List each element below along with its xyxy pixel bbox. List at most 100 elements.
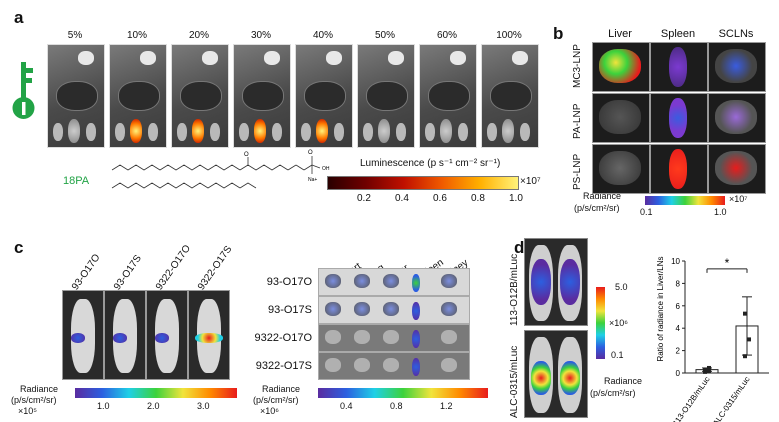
signal-spot [531,361,551,395]
signal-spot [113,333,127,343]
panel-c-left-colorbar [75,388,237,398]
panel-b-colorbar [645,196,725,205]
panel-b-organ-image [599,151,641,185]
liver-image [304,81,346,111]
panel-c-organ-image [441,330,457,344]
panel-c-mouse-label: 9322-O17O [154,243,193,293]
data-point [703,367,707,372]
percentage-label: 60% [436,30,457,41]
luminescence-tick: 0.6 [433,193,447,204]
panel-c-row-label: 9322-O17O [254,332,312,344]
panel-c-left-radiance-units: (p/s/cm²/sr) [11,395,57,405]
panel-b-organ-tile [708,93,766,143]
organ-image-tile [419,44,477,148]
panel-c-left-tick: 3.0 [197,401,210,411]
panel-b-radiance-units: (p/s/cm²/sr) [574,203,620,213]
data-point [707,368,711,373]
luminescence-title: Luminescence (p s⁻¹ cm⁻² sr⁻¹) [360,158,501,169]
panel-b-organ-tile [592,42,650,92]
kidney-image [210,123,220,141]
panel-c-organ-image [383,274,399,288]
panel-b-colorbar-min: 0.1 [640,207,653,217]
panel-c-organ-image [412,274,420,292]
spleen-image [130,119,142,143]
panel-c-organ-image [441,274,457,288]
panel-d-colorbar-max: 5.0 [615,282,628,292]
liver-image [118,81,160,111]
panel-b-organ-image [599,100,641,134]
organ-image-tile [481,44,539,148]
data-point [743,311,747,316]
percentage-label: 40% [312,30,333,41]
heart-image [512,51,528,65]
heart-image [388,51,404,65]
panel-c-organ-image [441,302,457,316]
liver-image [428,81,470,111]
spleen-image [502,119,514,143]
panel-d-colorbar-multiplier: ×10⁶ [609,318,628,328]
percentage-label: 20% [188,30,209,41]
percentage-label: 30% [250,30,271,41]
kidney-image [239,123,249,141]
key-icon [12,62,35,119]
panel-b-column-header: SCLNs [718,28,754,40]
panel-d-mouse-image [524,238,588,326]
mouse-image [62,290,104,380]
luminescence-tick: 0.4 [395,193,409,204]
panel-c-mouse-label: 9322-O17S [196,244,235,293]
kidney-image [363,123,373,141]
kidney-image [115,123,125,141]
kidney-image [86,123,96,141]
panel-d-colorbar-min: 0.1 [611,350,624,360]
y-tick-label: 10 [671,257,680,266]
signal-spot [560,259,580,305]
panel-c-organ-row [318,352,470,380]
kidney-image [334,123,344,141]
luminescence-colorbar [327,176,519,190]
panel-b-colorbar-multiplier: ×10⁷ [729,194,748,204]
panel-b-organ-image [715,151,757,185]
panel-d-colorbar [596,287,605,359]
spleen-image [378,119,390,143]
panel-b-organ-tile [708,144,766,194]
panel-b-organ-image [669,98,687,138]
panel-c-mouse-label: 93-O17O [70,252,103,293]
panel-c-right-radiance-title: Radiance [262,384,301,394]
heart-image [264,51,280,65]
panel-c-organ-image [412,330,420,348]
panel-c-organ-image [383,330,399,344]
panel-c-left-multiplier: ×10⁵ [18,406,37,416]
organ-image-tile [47,44,105,148]
panel-b-column-header: Liver [608,28,632,40]
kidney-image [520,123,530,141]
heart-image [202,51,218,65]
spleen-image [192,119,204,143]
organ-image-tile [233,44,291,148]
heart-image [450,51,466,65]
panel-d-mouse-image [524,330,588,418]
kidney-image [487,123,497,141]
luminescence-tick: 0.8 [471,193,485,204]
kidney-image [272,123,282,141]
spleen-image [68,119,80,143]
svg-text:OH: OH [322,166,330,172]
panel-c-organ-row [318,268,470,296]
panel-b-row-label: PA-LNP [572,103,583,139]
y-axis-label: Ratio of radiance in Liver/LNs [656,257,665,362]
panel-b-organ-tile [592,144,650,194]
panel-c-right-radiance-units: (p/s/cm²/sr) [253,395,299,405]
panel-b-colorbar-max: 1.0 [714,207,727,217]
panel-c-row-label: 93-O17S [267,304,312,316]
mouse-image [104,290,146,380]
y-tick-label: 4 [676,324,681,333]
panel-a-label: a [14,8,24,27]
panel-c-mouse-label: 93-O17S [112,253,144,293]
data-point [707,365,711,370]
luminescence-tick: 0.2 [357,193,371,204]
panel-c-organ-row [318,296,470,324]
percentage-label: 10% [126,30,147,41]
panel-c-left-tick: 1.0 [97,401,110,411]
mouse-image [188,290,230,380]
panel-b-column-header: Spleen [660,28,696,40]
y-tick-label: 0 [676,369,681,378]
